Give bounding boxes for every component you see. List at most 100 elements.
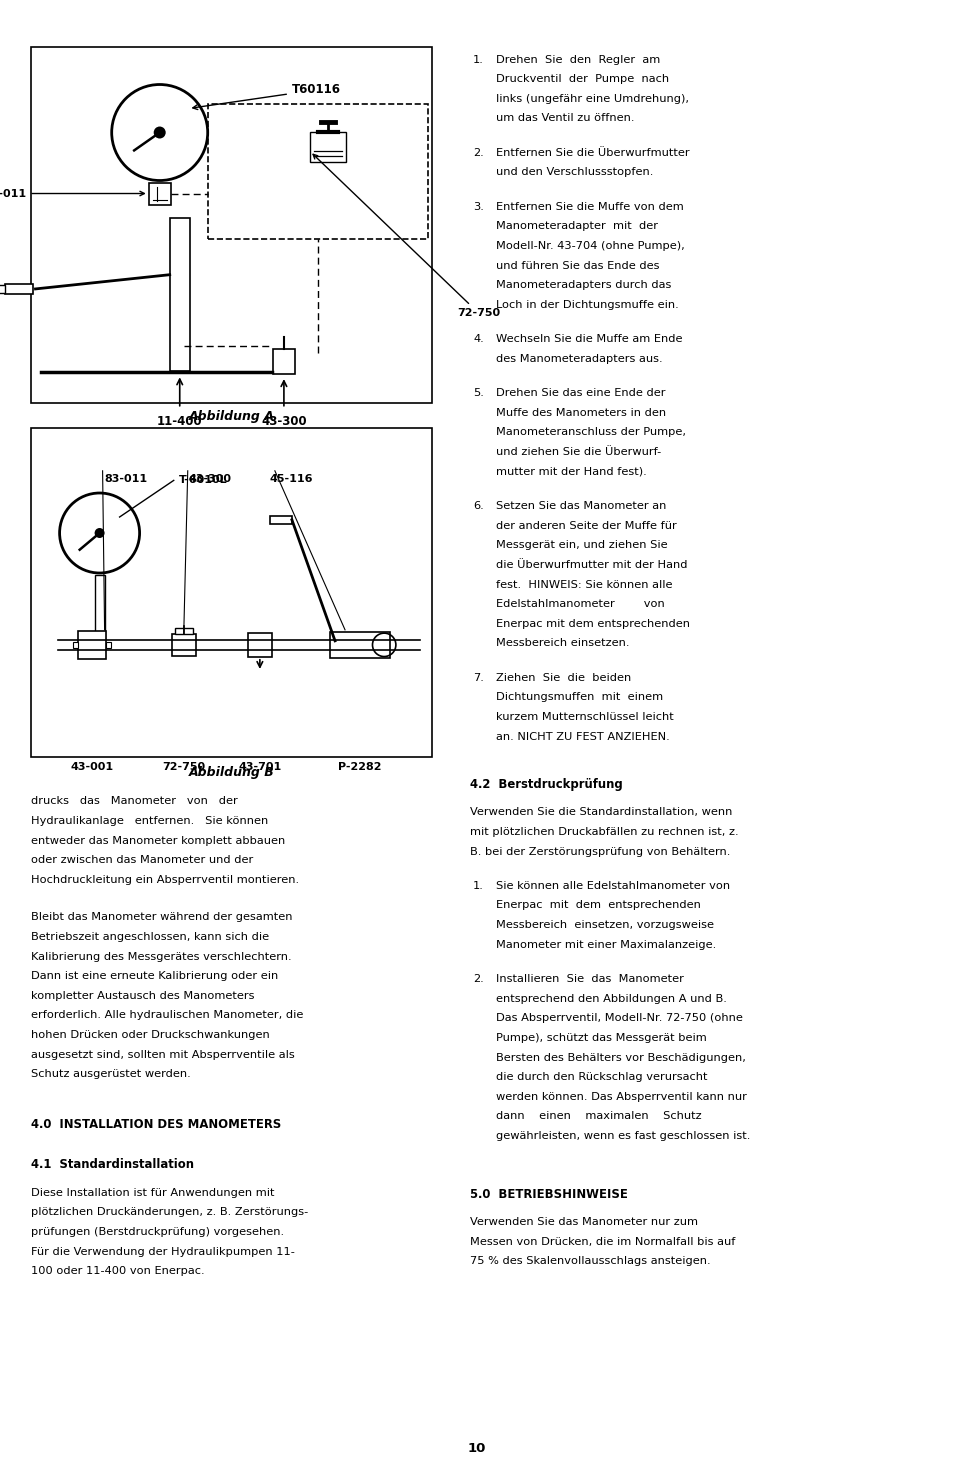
Text: Loch in der Dichtungsmuffe ein.: Loch in der Dichtungsmuffe ein. xyxy=(496,299,679,310)
Text: Messbereich  einsetzen, vorzugsweise: Messbereich einsetzen, vorzugsweise xyxy=(496,920,714,931)
Text: 5.0  BETRIEBSHINWEISE: 5.0 BETRIEBSHINWEISE xyxy=(470,1187,627,1201)
Text: Pumpe), schützt das Messgerät beim: Pumpe), schützt das Messgerät beim xyxy=(496,1032,706,1043)
Text: Entfernen Sie die Überwurfmutter: Entfernen Sie die Überwurfmutter xyxy=(496,148,689,158)
Text: 6.: 6. xyxy=(473,502,483,510)
Text: Schutz ausgerüstet werden.: Schutz ausgerüstet werden. xyxy=(31,1069,191,1080)
Text: Manometeranschluss der Pumpe,: Manometeranschluss der Pumpe, xyxy=(496,428,685,438)
Bar xyxy=(6,283,33,294)
Bar xyxy=(248,633,272,656)
Text: B. bei der Zerstörungsprüfung von Behältern.: B. bei der Zerstörungsprüfung von Behält… xyxy=(470,847,730,857)
Text: 3.: 3. xyxy=(473,202,483,212)
Text: 75 % des Skalenvollausschlags ansteigen.: 75 % des Skalenvollausschlags ansteigen. xyxy=(470,1257,710,1266)
Text: entsprechend den Abbildungen A und B.: entsprechend den Abbildungen A und B. xyxy=(496,994,726,1003)
Text: 2.: 2. xyxy=(473,148,483,158)
Text: und den Verschlussstopfen.: und den Verschlussstopfen. xyxy=(496,168,653,177)
Bar xyxy=(330,631,390,658)
Text: P-2282: P-2282 xyxy=(338,761,381,771)
Text: Enerpac  mit  dem  entsprechenden: Enerpac mit dem entsprechenden xyxy=(496,901,700,910)
Text: Dichtungsmuffen  mit  einem: Dichtungsmuffen mit einem xyxy=(496,692,662,702)
Text: der anderen Seite der Muffe für: der anderen Seite der Muffe für xyxy=(496,521,676,531)
Text: erforderlich. Alle hydraulischen Manometer, die: erforderlich. Alle hydraulischen Manomet… xyxy=(31,1010,304,1021)
Text: die durch den Rückschlag verursacht: die durch den Rückschlag verursacht xyxy=(496,1072,707,1083)
Text: 43-001: 43-001 xyxy=(70,761,113,771)
Text: 43-300: 43-300 xyxy=(189,473,232,484)
Text: 5.: 5. xyxy=(473,388,483,398)
Text: Installieren  Sie  das  Manometer: Installieren Sie das Manometer xyxy=(496,974,683,984)
Text: Hochdruckleitung ein Absperrventil montieren.: Hochdruckleitung ein Absperrventil monti… xyxy=(31,875,299,885)
Text: dann    einen    maximalen    Schutz: dann einen maximalen Schutz xyxy=(496,1112,701,1121)
Text: Setzen Sie das Manometer an: Setzen Sie das Manometer an xyxy=(496,502,666,510)
Text: werden können. Das Absperrventil kann nur: werden können. Das Absperrventil kann nu… xyxy=(496,1092,746,1102)
Bar xyxy=(270,516,292,524)
Bar xyxy=(31,428,432,757)
Text: links (ungefähr eine Umdrehung),: links (ungefähr eine Umdrehung), xyxy=(496,94,688,103)
Text: und führen Sie das Ende des: und führen Sie das Ende des xyxy=(496,261,659,270)
Text: Das Absperrventil, Modell-Nr. 72-750 (ohne: Das Absperrventil, Modell-Nr. 72-750 (oh… xyxy=(496,1013,742,1024)
Bar xyxy=(174,628,193,634)
Text: oder zwischen das Manometer und der: oder zwischen das Manometer und der xyxy=(31,855,253,866)
Text: Bersten des Behälters vor Beschädigungen,: Bersten des Behälters vor Beschädigungen… xyxy=(496,1053,745,1062)
Text: kurzem Mutternschlüssel leicht: kurzem Mutternschlüssel leicht xyxy=(496,712,673,721)
Text: Manometeradapter  mit  der: Manometeradapter mit der xyxy=(496,221,658,232)
Bar xyxy=(77,631,106,659)
Text: Entfernen Sie die Muffe von dem: Entfernen Sie die Muffe von dem xyxy=(496,202,683,212)
Text: 45-116: 45-116 xyxy=(270,473,313,484)
Text: Abbildung B: Abbildung B xyxy=(189,766,274,779)
Bar xyxy=(273,350,294,375)
Text: hohen Drücken oder Druckschwankungen: hohen Drücken oder Druckschwankungen xyxy=(31,1030,270,1040)
Text: 83-011: 83-011 xyxy=(105,473,148,484)
Text: Drehen  Sie  den  Regler  am: Drehen Sie den Regler am xyxy=(496,55,659,65)
Bar xyxy=(72,642,77,648)
Text: 7.: 7. xyxy=(473,673,483,683)
Text: um das Ventil zu öffnen.: um das Ventil zu öffnen. xyxy=(496,114,634,124)
Bar xyxy=(106,642,111,648)
Bar xyxy=(170,218,190,370)
Text: Enerpac mit dem entsprechenden: Enerpac mit dem entsprechenden xyxy=(496,620,689,628)
Text: des Manometeradapters aus.: des Manometeradapters aus. xyxy=(496,354,662,364)
Text: kompletter Austausch des Manometers: kompletter Austausch des Manometers xyxy=(31,991,254,1000)
Circle shape xyxy=(153,127,166,139)
Text: 11-400: 11-400 xyxy=(156,414,202,428)
Circle shape xyxy=(94,528,105,538)
Text: gewährleisten, wenn es fast geschlossen ist.: gewährleisten, wenn es fast geschlossen … xyxy=(496,1131,750,1142)
Text: 72-750: 72-750 xyxy=(313,155,499,319)
Text: 1.: 1. xyxy=(473,55,483,65)
Text: 4.1  Standardinstallation: 4.1 Standardinstallation xyxy=(31,1158,194,1171)
Text: an. NICHT ZU FEST ANZIEHEN.: an. NICHT ZU FEST ANZIEHEN. xyxy=(496,732,669,742)
Text: 100 oder 11-400 von Enerpac.: 100 oder 11-400 von Enerpac. xyxy=(31,1266,205,1276)
Bar xyxy=(208,105,428,239)
Bar xyxy=(310,133,346,162)
Text: Dann ist eine erneute Kalibrierung oder ein: Dann ist eine erneute Kalibrierung oder … xyxy=(31,971,278,981)
Text: T-6010L: T-6010L xyxy=(178,475,227,485)
Text: 4.0  INSTALLATION DES MANOMETERS: 4.0 INSTALLATION DES MANOMETERS xyxy=(31,1118,281,1131)
Text: 4.2  Berstdruckprüfung: 4.2 Berstdruckprüfung xyxy=(470,777,622,791)
Text: Manometeradapters durch das: Manometeradapters durch das xyxy=(496,280,671,291)
Text: prüfungen (Berstdruckprüfung) vorgesehen.: prüfungen (Berstdruckprüfung) vorgesehen… xyxy=(31,1227,284,1238)
Text: Messgerät ein, und ziehen Sie: Messgerät ein, und ziehen Sie xyxy=(496,540,667,550)
Text: Messen von Drücken, die im Normalfall bis auf: Messen von Drücken, die im Normalfall bi… xyxy=(470,1236,735,1246)
Text: mutter mit der Hand fest).: mutter mit der Hand fest). xyxy=(496,466,646,476)
Text: 72-750: 72-750 xyxy=(162,761,205,771)
Text: 4.: 4. xyxy=(473,335,483,344)
Text: Verwenden Sie die Standardinstallation, wenn: Verwenden Sie die Standardinstallation, … xyxy=(470,807,732,817)
Text: Muffe des Manometers in den: Muffe des Manometers in den xyxy=(496,409,665,417)
Text: Bleibt das Manometer während der gesamten: Bleibt das Manometer während der gesamte… xyxy=(31,912,293,922)
Text: Abbildung A: Abbildung A xyxy=(189,410,274,423)
Text: und ziehen Sie die Überwurf-: und ziehen Sie die Überwurf- xyxy=(496,447,660,457)
Text: die Überwurfmutter mit der Hand: die Überwurfmutter mit der Hand xyxy=(496,560,687,569)
Text: Verwenden Sie das Manometer nur zum: Verwenden Sie das Manometer nur zum xyxy=(470,1217,698,1227)
Text: Wechseln Sie die Muffe am Ende: Wechseln Sie die Muffe am Ende xyxy=(496,335,681,344)
Text: ausgesetzt sind, sollten mit Absperrventile als: ausgesetzt sind, sollten mit Absperrvent… xyxy=(31,1050,294,1059)
Text: 1.: 1. xyxy=(473,881,483,891)
Text: Edelstahlmanometer        von: Edelstahlmanometer von xyxy=(496,599,664,609)
Text: 43-300: 43-300 xyxy=(261,414,307,428)
Text: 2.: 2. xyxy=(473,974,483,984)
Bar xyxy=(172,634,195,656)
Text: Kalibrierung des Messgerätes verschlechtern.: Kalibrierung des Messgerätes verschlecht… xyxy=(31,951,292,962)
Text: 43-701: 43-701 xyxy=(238,761,281,771)
Text: Sie können alle Edelstahlmanometer von: Sie können alle Edelstahlmanometer von xyxy=(496,881,729,891)
Text: Druckventil  der  Pumpe  nach: Druckventil der Pumpe nach xyxy=(496,74,668,84)
Text: Drehen Sie das eine Ende der: Drehen Sie das eine Ende der xyxy=(496,388,665,398)
Text: Betriebszeit angeschlossen, kann sich die: Betriebszeit angeschlossen, kann sich di… xyxy=(31,932,270,943)
Bar xyxy=(149,183,171,205)
